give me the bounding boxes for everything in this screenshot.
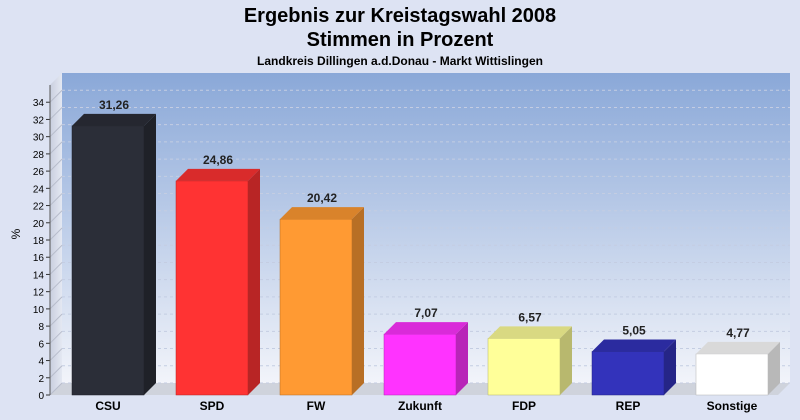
gridline-wall bbox=[49, 124, 63, 138]
gridline-wall bbox=[49, 296, 63, 310]
chart-subtitle: Landkreis Dillingen a.d.Donau - Markt Wi… bbox=[257, 54, 543, 68]
gridline-wall bbox=[49, 107, 63, 120]
bar-top bbox=[592, 339, 676, 352]
gridline-wall bbox=[49, 262, 63, 275]
gridline-wall bbox=[49, 382, 63, 396]
bar-top bbox=[384, 322, 468, 335]
bar-front bbox=[487, 338, 561, 396]
x-tick-label: FW bbox=[307, 399, 326, 413]
y-tick-label: 8 bbox=[38, 322, 44, 333]
bar-side bbox=[768, 341, 780, 395]
y-tick-label: 30 bbox=[33, 133, 45, 144]
y-tick-label: 16 bbox=[33, 253, 45, 264]
bar-front bbox=[591, 351, 665, 396]
bar-side bbox=[352, 207, 364, 395]
y-tick-label: 12 bbox=[33, 288, 45, 299]
y-tick-label: 32 bbox=[33, 115, 45, 126]
x-tick-label: REP bbox=[616, 399, 641, 413]
gridline-wall bbox=[49, 227, 63, 241]
bar-top bbox=[696, 341, 780, 354]
y-tick-label: 20 bbox=[33, 219, 45, 230]
x-tick-label: SPD bbox=[200, 399, 225, 413]
y-tick-label: 24 bbox=[33, 184, 45, 195]
y-tick-label: 10 bbox=[33, 305, 45, 316]
bar-side bbox=[144, 113, 156, 396]
y-tick-label: 4 bbox=[38, 357, 44, 368]
gridline-wall bbox=[49, 365, 63, 379]
gridline-wall bbox=[49, 175, 63, 189]
gridline-wall bbox=[49, 141, 63, 155]
gridline-wall bbox=[49, 279, 63, 293]
gridline-wall bbox=[49, 193, 63, 206]
gridline-wall bbox=[49, 313, 63, 327]
x-tick-label: FDP bbox=[512, 399, 536, 413]
bar-front bbox=[279, 218, 353, 396]
bar-top bbox=[488, 326, 572, 339]
y-tick-label: 28 bbox=[33, 150, 45, 161]
chart-title-line-2: Stimmen in Prozent bbox=[306, 29, 494, 51]
bar-side bbox=[248, 168, 260, 395]
data-label: 7,07 bbox=[414, 306, 438, 320]
gridline-wall bbox=[49, 244, 63, 258]
data-label: 5,05 bbox=[622, 324, 646, 338]
gridline-wall bbox=[49, 89, 63, 103]
bar-top bbox=[280, 207, 364, 220]
data-label: 20,42 bbox=[307, 191, 337, 205]
bar-front bbox=[71, 125, 145, 396]
y-tick-label: 6 bbox=[38, 339, 44, 350]
y-tick-label: 34 bbox=[33, 98, 45, 109]
bar-side bbox=[456, 322, 468, 395]
bar-top bbox=[72, 113, 156, 126]
y-tick-label: 22 bbox=[33, 202, 45, 213]
bar-front bbox=[383, 333, 457, 396]
gridline-wall bbox=[49, 330, 63, 344]
bar-front bbox=[175, 180, 249, 396]
x-tick-label: Zukunft bbox=[398, 399, 442, 413]
data-label: 6,57 bbox=[518, 310, 542, 324]
y-axis-label: % bbox=[9, 228, 23, 239]
y-tick-label: 18 bbox=[33, 236, 45, 247]
bar-top bbox=[176, 168, 260, 181]
title-block: Ergebnis zur Kreistagswahl 2008 Stimmen … bbox=[0, 4, 800, 68]
gridline-wall bbox=[49, 158, 63, 172]
bar-side bbox=[560, 326, 572, 395]
bar-front bbox=[695, 353, 769, 396]
data-label: 4,77 bbox=[726, 326, 750, 340]
data-label: 24,86 bbox=[203, 153, 233, 167]
data-label: 31,26 bbox=[99, 98, 129, 112]
gridline-wall bbox=[49, 210, 63, 224]
y-tick-label: 2 bbox=[38, 374, 44, 385]
y-tick-label: 0 bbox=[38, 391, 44, 402]
x-tick-label: Sonstige bbox=[707, 399, 758, 413]
x-tick-label: CSU bbox=[95, 399, 120, 413]
gridline-wall bbox=[49, 348, 63, 361]
y-tick-label: 26 bbox=[33, 167, 45, 178]
chart-title-line-1: Ergebnis zur Kreistagswahl 2008 bbox=[243, 5, 557, 27]
bar-side bbox=[664, 339, 676, 395]
y-tick-label: 14 bbox=[33, 270, 45, 281]
